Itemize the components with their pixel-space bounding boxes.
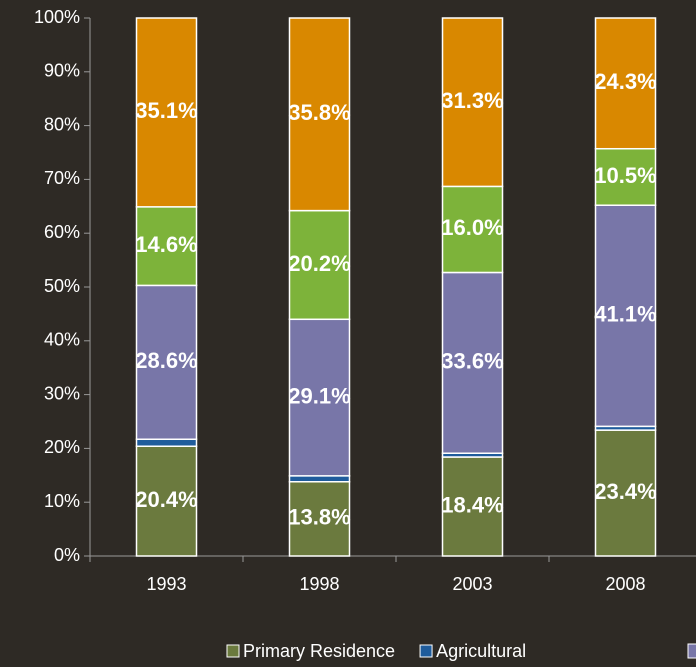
x-tick-label: 2003 (452, 574, 492, 594)
value-label: 13.8% (288, 505, 350, 530)
bar-segment (288, 481, 351, 557)
value-label: 10.5% (594, 163, 656, 188)
value-label: 20.2% (288, 251, 350, 276)
bar-segment (135, 445, 198, 557)
x-tick-label: 1998 (299, 574, 339, 594)
bar-segment (594, 17, 657, 150)
value-label: 35.8% (288, 100, 350, 125)
bar-segment (135, 17, 198, 208)
bar-segment (441, 17, 504, 188)
value-label: 33.6% (441, 349, 503, 374)
value-label: 24.3% (594, 69, 656, 94)
legend-swatch (419, 644, 433, 658)
y-tick-label: 80% (44, 114, 80, 134)
y-tick-label: 0% (54, 545, 80, 565)
bar-segment (441, 271, 504, 454)
value-label: 31.3% (441, 88, 503, 113)
value-label: 20.4% (135, 487, 197, 512)
value-label: 16.0% (441, 215, 503, 240)
legend-swatch-partial (687, 643, 696, 659)
value-label: 23.4% (594, 479, 656, 504)
x-tick-label: 2008 (605, 574, 645, 594)
legend-label: Agricultural (436, 641, 526, 661)
y-tick-label: 40% (44, 330, 80, 350)
bar-segment (288, 318, 351, 477)
y-tick-label: 50% (44, 276, 80, 296)
bar-segment (288, 475, 351, 483)
value-label: 14.6% (135, 232, 197, 257)
bar-segment (594, 147, 657, 206)
y-tick-label: 90% (44, 61, 80, 81)
y-tick-label: 100% (34, 7, 80, 27)
bar-segment (288, 17, 351, 212)
bar-segment (135, 438, 198, 447)
y-tick-label: 10% (44, 491, 80, 511)
value-label: 28.6% (135, 348, 197, 373)
legend-label: Primary Residence (243, 641, 395, 661)
bar-segment (135, 206, 198, 287)
value-label: 35.1% (135, 98, 197, 123)
value-label: 41.1% (594, 302, 656, 327)
value-label: 29.1% (288, 383, 350, 408)
bar-segment (135, 284, 198, 441)
y-tick-label: 30% (44, 383, 80, 403)
value-label: 18.4% (441, 492, 503, 517)
legend-swatch (226, 644, 240, 658)
x-tick-label: 1993 (146, 574, 186, 594)
y-tick-label: 60% (44, 222, 80, 242)
bar-segment (594, 204, 657, 428)
y-tick-label: 20% (44, 437, 80, 457)
bar-segment (441, 456, 504, 557)
y-tick-label: 70% (44, 168, 80, 188)
